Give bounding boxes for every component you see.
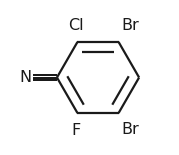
Text: Br: Br [122, 122, 139, 137]
Text: Br: Br [122, 18, 139, 33]
Text: Cl: Cl [68, 18, 84, 33]
Text: F: F [71, 123, 81, 138]
Text: N: N [20, 70, 32, 85]
